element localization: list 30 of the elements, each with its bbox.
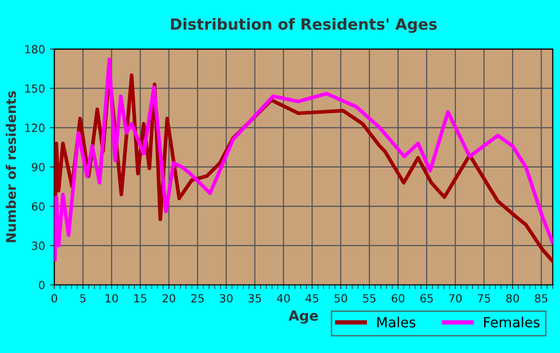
y-tick-label: 120 [25, 124, 45, 132]
x-tick-label: 30 [220, 294, 233, 302]
x-tick-label: 10 [106, 294, 118, 302]
y-tick-label: 180 [25, 45, 45, 54]
x-tick-label: 55 [363, 294, 376, 302]
legend-label: Males [377, 316, 416, 328]
legend-label: Females [484, 316, 540, 328]
x-tick-label: 25 [191, 294, 204, 302]
x-tick-label: 0 [52, 294, 58, 302]
x-tick-label: 60 [392, 294, 404, 302]
x-tick-label: 40 [276, 294, 290, 302]
x-tick-label: 45 [306, 294, 318, 302]
x-tick-label: 50 [334, 294, 348, 302]
x-tick-label: 70 [449, 294, 462, 302]
x-tick-label: 80 [506, 294, 519, 302]
x-tick-label: 15 [134, 294, 146, 302]
y-axis-title: Number of residents [6, 91, 16, 242]
y-tick-label: 60 [32, 202, 45, 211]
x-tick-label: 65 [420, 294, 433, 302]
x-axis-title: Age [288, 310, 318, 324]
chart-title: Distribution of Residents' Ages [171, 18, 437, 33]
x-tick-label: 85 [534, 294, 548, 302]
x-tick-label: 35 [248, 294, 261, 302]
y-tick-label: 0 [38, 280, 45, 290]
x-tick-label: 5 [80, 294, 86, 302]
y-tick-label: 90 [32, 162, 45, 172]
y-tick-label: 30 [32, 242, 45, 250]
x-tick-label: 75 [478, 294, 490, 302]
x-tick-label: 20 [162, 294, 176, 302]
y-tick-label: 150 [25, 84, 45, 93]
